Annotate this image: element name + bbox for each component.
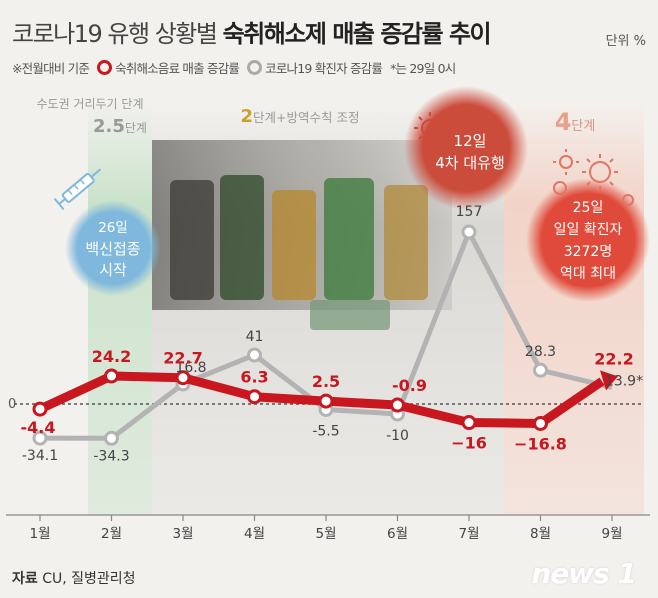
x-tick-label-2: 2월 [101,526,122,542]
grey-value-label-1: -34.1 [22,448,58,464]
chart-title: 코로나19 유행 상황별 숙취해소제 매출 증감률 추이 [12,20,492,48]
red-value-label-9: 22.2 [594,349,633,368]
red-point-2 [104,368,119,384]
x-tick-label-8: 8월 [530,526,551,542]
wave4-bubble [404,86,528,210]
grey-point-7 [461,224,477,240]
phase1-level: 2.5단계 [93,116,147,137]
red-point-5 [318,393,334,409]
x-tick-label-9: 9월 [601,526,622,542]
red-value-label-2: 24.2 [92,347,131,366]
red-point-1 [32,401,48,417]
red-value-label-4: 6.3 [240,368,268,387]
red-value-label-1: -4.4 [21,418,56,437]
grey-value-label-3: 16.8 [175,360,206,376]
vaccine-text-1: 백신접종 [85,240,140,258]
red-value-label-6: -0.9 [392,376,427,395]
phase-band-1 [88,100,152,515]
product-bottles-illustration [170,175,428,330]
legend-grey-label: 코로나19 확진자 증감률 [265,61,383,76]
grey-point-4 [247,347,262,363]
record-text-1: 일일 확진자 [554,222,623,238]
red-series-arrowhead [600,370,618,391]
record-date: 25일 [573,200,604,216]
record-text-2: 3272명 [564,244,613,260]
red-point-7 [461,415,477,431]
vaccine-date: 26일 [98,220,128,236]
x-tick-label-1: 1월 [29,526,50,542]
virus-icon [414,112,446,144]
red-point-8 [533,415,548,431]
syringe-icon [53,168,102,210]
grey-value-label-6: -10 [386,428,409,444]
red-value-label-5: 2.5 [312,372,340,391]
grey-value-label-5: -5.5 [312,424,339,440]
x-tick-label-5: 5월 [315,526,336,542]
red-point-4 [247,389,262,405]
legend-red-marker [97,60,113,75]
red-value-label-7: −16 [451,434,487,453]
grey-value-label-8: 28.3 [525,344,556,360]
news1-logo: news 1 [531,557,637,590]
grey-point-8 [533,362,548,378]
grey-value-label-7: 157 [456,204,483,220]
zero-label: 0 [8,397,16,412]
grey-value-label-9: 13.9* [605,373,643,389]
phase1-label: 수도권 거리두기 단계 [37,97,144,111]
legend-note: *는 29일 0시 [390,61,456,76]
red-value-label-3: 22.7 [163,349,202,368]
legend-basis: ※전월대비 기준 [12,61,90,76]
unit-label: 단위 % [605,34,646,49]
legend-grey-marker [247,60,263,75]
x-tick-label-6: 6월 [387,526,408,542]
grey-value-label-4: 41 [246,329,264,345]
grey-value-label-2: -34.3 [93,448,129,464]
source-note: 자료 CU, 질병관리청 [12,571,136,587]
phase3-label: 4단계 [555,108,596,136]
record-bubble [526,178,650,302]
vaccine-bubble [65,200,161,296]
wave4-date: 12일 [454,132,487,150]
red-point-6 [390,397,405,413]
grey-point-1 [32,430,48,446]
vaccine-text-2: 시작 [99,261,127,279]
wave4-text: 4차 대유행 [435,154,505,172]
virus-cluster-icon [553,149,634,206]
grey-point-2 [104,430,119,446]
x-tick-label-4: 4월 [244,526,265,542]
legend-red-label: 숙취해소음료 매출 증감률 [115,61,240,76]
x-tick-label-3: 3월 [172,526,193,542]
record-text-3: 역대 최대 [560,266,616,282]
red-value-label-8: −16.8 [514,434,567,453]
phase-band-3 [504,100,644,515]
x-tick-label-7: 7월 [458,526,479,542]
legend: ※전월대비 기준 숙취해소음료 매출 증감률 코로나19 확진자 증감률 *는 … [12,58,456,77]
phase2-label: 2단계+방역수칙 조정 [241,106,360,127]
red-point-3 [175,370,191,386]
